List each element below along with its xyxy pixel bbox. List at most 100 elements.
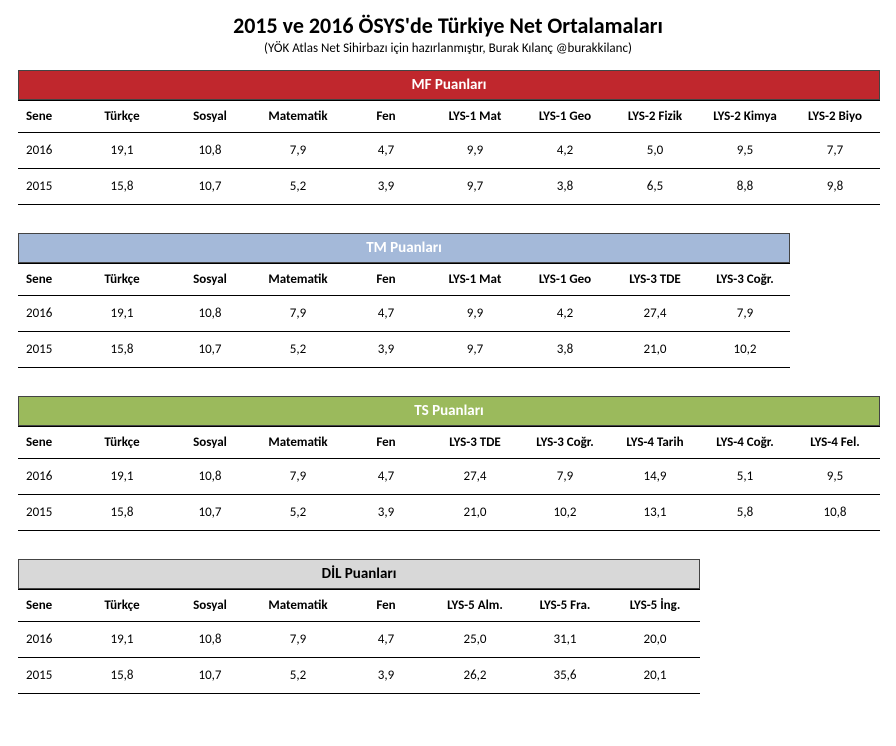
cell-value: 15,8 bbox=[78, 169, 166, 205]
col-header: LYS-4 Tarih bbox=[610, 427, 700, 459]
col-header: LYS-3 Coğr. bbox=[520, 427, 610, 459]
table-ts: SeneTürkçeSosyalMatematikFenLYS-3 TDELYS… bbox=[18, 426, 880, 531]
cell-value: 5,2 bbox=[254, 658, 342, 694]
section-header-dil: DİL Puanları bbox=[18, 559, 700, 589]
cell-value: 10,7 bbox=[166, 169, 254, 205]
cell-value: 20,1 bbox=[610, 658, 700, 694]
cell-value: 4,7 bbox=[342, 296, 430, 332]
col-header: LYS-1 Mat bbox=[430, 264, 520, 296]
cell-value: 10,7 bbox=[166, 332, 254, 368]
col-header: Sene bbox=[18, 101, 78, 133]
cell-value: 6,5 bbox=[610, 169, 700, 205]
cell-value: 7,9 bbox=[254, 459, 342, 495]
cell-value: 7,7 bbox=[790, 133, 880, 169]
cell-value: 10,7 bbox=[166, 495, 254, 531]
section-header-ts: TS Puanları bbox=[18, 396, 880, 426]
col-header: Türkçe bbox=[78, 590, 166, 622]
cell-year: 2015 bbox=[18, 332, 78, 368]
cell-value: 5,8 bbox=[700, 495, 790, 531]
cell-value: 9,7 bbox=[430, 169, 520, 205]
cell-value: 20,0 bbox=[610, 622, 700, 658]
col-header: Sene bbox=[18, 264, 78, 296]
cell-value: 8,8 bbox=[700, 169, 790, 205]
cell-value: 19,1 bbox=[78, 296, 166, 332]
cell-value: 5,2 bbox=[254, 495, 342, 531]
col-header: Sosyal bbox=[166, 590, 254, 622]
cell-value: 5,2 bbox=[254, 169, 342, 205]
col-header: Sosyal bbox=[166, 427, 254, 459]
section-ts: TS PuanlarıSeneTürkçeSosyalMatematikFenL… bbox=[18, 396, 878, 531]
col-header: Sosyal bbox=[166, 264, 254, 296]
page-title: 2015 ve 2016 ÖSYS'de Türkiye Net Ortalam… bbox=[18, 12, 878, 39]
cell-value: 13,1 bbox=[610, 495, 700, 531]
section-tm: TM PuanlarıSeneTürkçeSosyalMatematikFenL… bbox=[18, 233, 878, 368]
table-dil: SeneTürkçeSosyalMatematikFenLYS-5 Alm.LY… bbox=[18, 589, 700, 694]
cell-value: 3,8 bbox=[520, 332, 610, 368]
col-header: Fen bbox=[342, 101, 430, 133]
page-subtitle: (YÖK Atlas Net Sihirbazı için hazırlanmı… bbox=[18, 41, 878, 56]
cell-value: 4,7 bbox=[342, 133, 430, 169]
cell-value: 7,9 bbox=[700, 296, 790, 332]
col-header: LYS-3 TDE bbox=[430, 427, 520, 459]
cell-value: 4,2 bbox=[520, 296, 610, 332]
table-tm: SeneTürkçeSosyalMatematikFenLYS-1 MatLYS… bbox=[18, 263, 790, 368]
cell-value: 3,9 bbox=[342, 658, 430, 694]
cell-value: 4,7 bbox=[342, 622, 430, 658]
cell-value: 3,9 bbox=[342, 332, 430, 368]
cell-value: 31,1 bbox=[520, 622, 610, 658]
cell-value: 14,9 bbox=[610, 459, 700, 495]
col-header: LYS-1 Geo bbox=[520, 264, 610, 296]
cell-value: 10,8 bbox=[166, 622, 254, 658]
col-header: Matematik bbox=[254, 590, 342, 622]
cell-value: 4,2 bbox=[520, 133, 610, 169]
cell-value: 7,9 bbox=[254, 296, 342, 332]
col-header: Sene bbox=[18, 427, 78, 459]
cell-value: 10,8 bbox=[166, 133, 254, 169]
col-header: Fen bbox=[342, 427, 430, 459]
cell-value: 27,4 bbox=[610, 296, 700, 332]
cell-value: 7,9 bbox=[254, 622, 342, 658]
cell-value: 9,8 bbox=[790, 169, 880, 205]
cell-value: 5,0 bbox=[610, 133, 700, 169]
table-mf: SeneTürkçeSosyalMatematikFenLYS-1 MatLYS… bbox=[18, 100, 880, 205]
table-row: 201619,110,87,94,79,94,25,09,57,7 bbox=[18, 133, 880, 169]
table-row: 201515,810,75,23,921,010,213,15,810,8 bbox=[18, 495, 880, 531]
cell-year: 2016 bbox=[18, 296, 78, 332]
cell-value: 3,8 bbox=[520, 169, 610, 205]
cell-year: 2016 bbox=[18, 133, 78, 169]
cell-value: 10,2 bbox=[700, 332, 790, 368]
cell-value: 27,4 bbox=[430, 459, 520, 495]
col-header: Fen bbox=[342, 590, 430, 622]
col-header: Türkçe bbox=[78, 101, 166, 133]
cell-value: 35,6 bbox=[520, 658, 610, 694]
cell-value: 5,1 bbox=[700, 459, 790, 495]
cell-value: 7,9 bbox=[520, 459, 610, 495]
cell-value: 10,8 bbox=[790, 495, 880, 531]
cell-value: 10,8 bbox=[166, 459, 254, 495]
col-header: Sosyal bbox=[166, 101, 254, 133]
cell-value: 9,7 bbox=[430, 332, 520, 368]
col-header: LYS-4 Fel. bbox=[790, 427, 880, 459]
cell-year: 2015 bbox=[18, 495, 78, 531]
section-header-mf: MF Puanları bbox=[18, 70, 880, 100]
cell-value: 7,9 bbox=[254, 133, 342, 169]
col-header: LYS-5 Alm. bbox=[430, 590, 520, 622]
col-header: Türkçe bbox=[78, 427, 166, 459]
col-header: LYS-2 Biyo bbox=[790, 101, 880, 133]
cell-year: 2016 bbox=[18, 459, 78, 495]
col-header: Matematik bbox=[254, 264, 342, 296]
cell-value: 9,5 bbox=[700, 133, 790, 169]
cell-value: 25,0 bbox=[430, 622, 520, 658]
table-row: 201619,110,87,94,725,031,120,0 bbox=[18, 622, 700, 658]
cell-year: 2015 bbox=[18, 658, 78, 694]
cell-value: 15,8 bbox=[78, 495, 166, 531]
cell-value: 21,0 bbox=[610, 332, 700, 368]
cell-value: 21,0 bbox=[430, 495, 520, 531]
col-header: LYS-3 TDE bbox=[610, 264, 700, 296]
cell-value: 19,1 bbox=[78, 459, 166, 495]
col-header: LYS-5 Fra. bbox=[520, 590, 610, 622]
cell-value: 15,8 bbox=[78, 658, 166, 694]
table-row: 201515,810,75,23,99,73,821,010,2 bbox=[18, 332, 790, 368]
cell-value: 3,9 bbox=[342, 169, 430, 205]
table-row: 201619,110,87,94,727,47,914,95,19,5 bbox=[18, 459, 880, 495]
